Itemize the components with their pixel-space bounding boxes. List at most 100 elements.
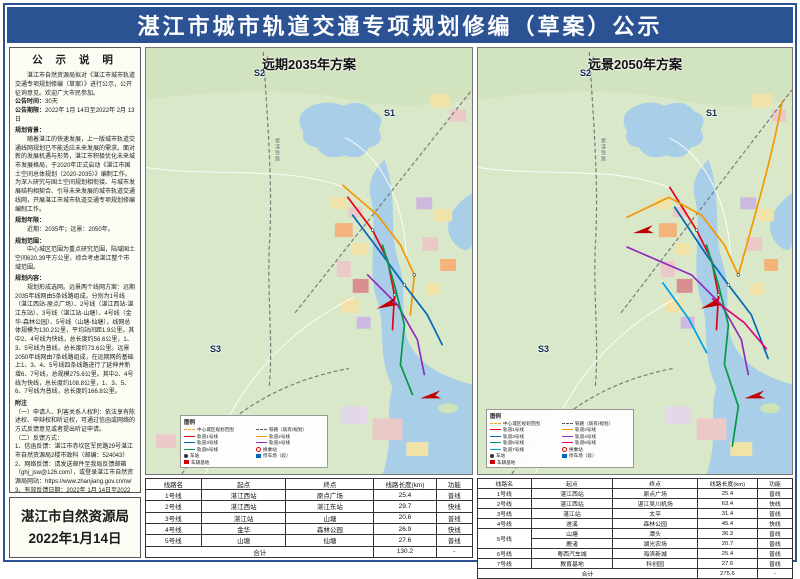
table-cell: 31.4 xyxy=(696,508,758,519)
legend-item: 车站 xyxy=(184,453,252,459)
section-heading: 规划背景： xyxy=(15,128,46,135)
bay-water xyxy=(693,159,792,474)
legend-swatch xyxy=(490,429,501,431)
railway-name-label: 黎湛铁路 xyxy=(274,138,280,162)
table-cell: 山塘 xyxy=(530,528,614,539)
table-cell: 20.7 xyxy=(696,538,758,549)
legend-swatch xyxy=(490,422,501,424)
table-cell: 普线 xyxy=(756,488,794,499)
station-dots xyxy=(694,228,741,297)
legend-label: 轨道7号线 xyxy=(503,446,524,452)
table-cell: 森林公园 xyxy=(612,518,698,529)
legend-label: 车站 xyxy=(496,453,506,458)
island xyxy=(760,403,781,414)
table-cell: 金华 xyxy=(200,522,287,536)
table-cell: 普线 xyxy=(435,534,474,547)
metro-line-7 xyxy=(661,282,708,354)
legend-swatch xyxy=(184,460,189,465)
table-header-row: 线路名 起点 终点 线路长度(km) 功能 xyxy=(477,478,794,489)
railway-name-label: 黎湛铁路 xyxy=(600,138,606,162)
column-header: 终点 xyxy=(612,478,698,489)
table-cell: 普线 xyxy=(756,548,794,559)
railway-label-s2: S2 xyxy=(580,68,592,78)
legend-label: 中心城区规划范围 xyxy=(197,427,234,432)
announce-period-value: 2022年 1月 14日至2022年 2月 13日 xyxy=(15,107,135,123)
table-row: 2号线 湛江西站 湛江东站 29.7 快线 xyxy=(145,500,474,513)
legend-swatch xyxy=(562,429,573,431)
notice-title: 公 示 说 明 xyxy=(32,54,118,66)
column-header: 线路长度(km) xyxy=(373,478,437,490)
legend-label: 停车场（段） xyxy=(263,453,291,458)
legend-swatch xyxy=(490,442,501,444)
legend-swatch xyxy=(256,435,267,437)
signature-block: 湛江市自然资源局 2022年1月14日 xyxy=(9,497,141,558)
table-cell: 湛江西站 xyxy=(200,488,287,502)
legend-swatch xyxy=(490,448,501,450)
column-header: 线路名 xyxy=(477,478,532,489)
annotation-arrow-icon xyxy=(633,225,766,399)
map-2035-canvas xyxy=(146,48,472,474)
lake xyxy=(623,102,704,158)
notice-panel: 公 示 说 明 湛江市自然资源局拟对《湛江市城市轨道交通专项规划修编（草案）》进… xyxy=(9,47,141,493)
table-cell: 湛江站 xyxy=(530,508,614,519)
table-cell: 3号线 xyxy=(145,511,202,524)
legend-item: 轨道5号线 xyxy=(184,447,252,453)
table-row: 6号线 粤西汽车城 海滨新城 25.4 普线 xyxy=(477,548,794,559)
table-cell: 26.9 xyxy=(373,522,437,536)
table-header-row: 线路名 起点 终点 线路长度(km) 功能 xyxy=(145,478,474,490)
annotation-arrow-icon xyxy=(376,296,442,399)
north-arrow-icon xyxy=(264,55,271,66)
table-cell: 普线 xyxy=(435,511,474,524)
table-cell: 25.4 xyxy=(696,548,758,559)
table-cell: 快线 xyxy=(756,518,794,529)
table-cell: 普线 xyxy=(756,558,794,569)
legend-label: 轨道1号线 xyxy=(197,433,218,439)
table-row: 4号线 金华 森林公园 26.9 快线 xyxy=(145,522,474,536)
table-cell: - xyxy=(435,545,474,559)
legend-label: 轨道3号线 xyxy=(503,433,524,439)
table-cell: 山塘 xyxy=(200,534,287,547)
north-arrow-icon xyxy=(590,55,597,66)
legend-item: 车站 xyxy=(490,453,558,459)
table-cell: 湛江西站 xyxy=(530,488,614,499)
map-2050-canvas xyxy=(478,48,792,474)
table-cell: 63.4 xyxy=(696,498,758,509)
legend-swatch xyxy=(490,435,501,437)
legend-label: 车辆基地 xyxy=(497,459,516,465)
bay-water xyxy=(369,159,472,474)
map-2035-title: 远期2035年方案 xyxy=(262,57,356,72)
railway-label-s3: S3 xyxy=(538,344,550,354)
table-cell: 6号线 xyxy=(477,548,532,559)
legend-swatch xyxy=(562,453,567,458)
note-item: （二）反馈方式： xyxy=(15,435,64,442)
table-cell: 275.6 xyxy=(696,568,758,579)
column-header: 功能 xyxy=(756,478,794,489)
legend-swatch xyxy=(256,442,267,444)
legend-label: 铁路（既有/规划） xyxy=(575,420,614,426)
island xyxy=(438,403,459,414)
terrain-patch xyxy=(478,48,792,106)
legend-swatch xyxy=(184,435,195,437)
line-table-2050: 线路名 起点 终点 线路长度(km) 功能 1号线 湛江西站 原点广场 25.4 普线 2号线 湛江西… xyxy=(477,478,794,579)
table-cell: 湛江站 xyxy=(200,511,287,524)
metro-line-2 xyxy=(341,184,416,316)
notice-intro: 湛江市自然资源局拟对《湛江市城市轨道交通专项规划修编（草案）》进行公示，公开征询… xyxy=(15,73,136,97)
legend-label: 轨道5号线 xyxy=(503,440,524,445)
table-row: 合计 130.2- xyxy=(144,545,474,559)
table-cell: 原点广场 xyxy=(285,488,375,502)
table-cell: 45.4 xyxy=(696,518,758,529)
legend-grid: 中心城区规划范围 铁路（既有/规划） 轨道1号线 轨道2号线 轨道3号线 轨道4号线 轨道5… xyxy=(184,427,324,465)
section-heading: 规划范围： xyxy=(15,238,46,245)
railway-label-s3: S3 xyxy=(210,344,222,354)
table-cell: 太平 xyxy=(612,508,698,519)
table-cell: 4号线 xyxy=(145,522,202,536)
urban-patches xyxy=(155,93,467,457)
metro-line-6 xyxy=(711,297,768,350)
legend-item: 轨道2号线 xyxy=(256,434,324,440)
legend-item: 中心城区规划范围 xyxy=(490,421,558,427)
column-header: 终点 xyxy=(285,478,375,490)
table-cell: 快线 xyxy=(435,522,474,536)
table-cell: 快线 xyxy=(756,498,794,509)
legend-label: 换乘站 xyxy=(569,446,583,452)
column-header: 线路长度(km) xyxy=(696,478,758,489)
